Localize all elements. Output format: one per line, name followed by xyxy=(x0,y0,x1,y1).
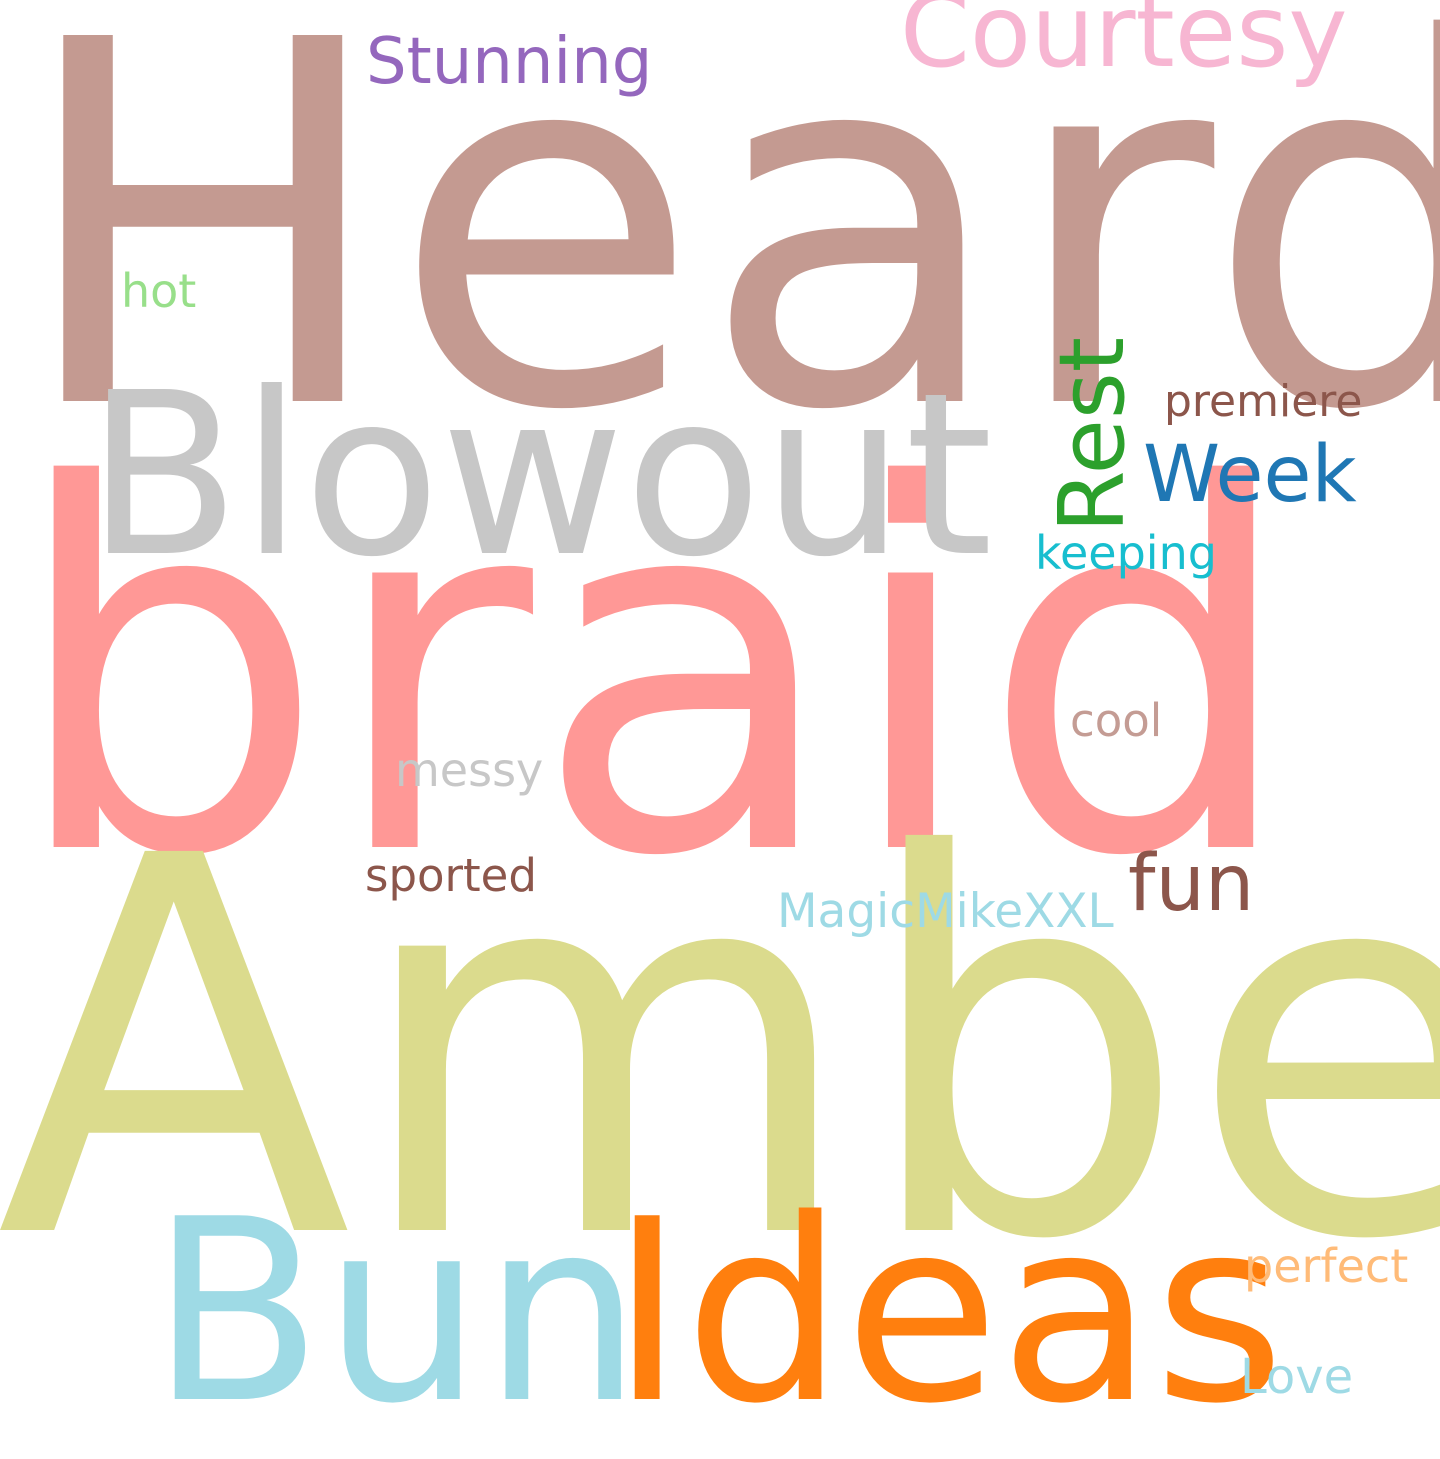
word-hot: hot xyxy=(121,264,197,318)
word-sported: sported xyxy=(365,849,537,902)
word-week: Week xyxy=(1143,430,1357,520)
word-bun: Bun xyxy=(150,1166,643,1459)
word-ideas: Ideas xyxy=(610,1166,1286,1459)
word-stunning: Stunning xyxy=(366,25,653,99)
word-heard: Heard xyxy=(14,0,1440,520)
word-keeping: keeping xyxy=(1035,526,1217,580)
word-love: Love xyxy=(1240,1349,1354,1405)
word-amber: Amber xyxy=(0,747,1440,1353)
word-braid: braid xyxy=(8,382,1299,966)
word-cool: cool xyxy=(1070,694,1163,747)
word-messy: messy xyxy=(395,743,544,797)
word-magicmikexxl: MagicMikeXXL xyxy=(777,884,1114,939)
word-blowout: Blowout xyxy=(86,345,994,607)
word-premiere: premiere xyxy=(1164,376,1363,427)
word-courtesy: Courtesy xyxy=(900,0,1348,90)
word-perfect: perfect xyxy=(1244,1239,1409,1293)
word-fun: fun xyxy=(1128,839,1255,929)
word-rest: Rest xyxy=(1040,336,1146,534)
